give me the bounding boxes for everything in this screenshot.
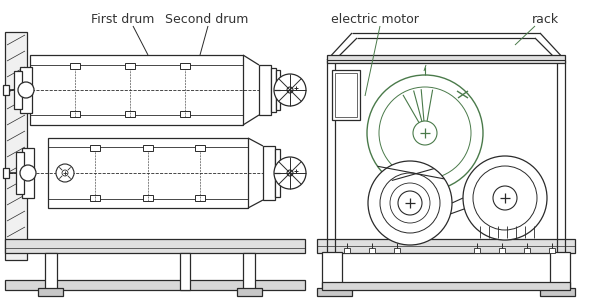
Bar bbox=[3, 85, 9, 95]
Bar bbox=[125, 63, 135, 69]
Circle shape bbox=[367, 75, 483, 191]
Bar bbox=[550, 252, 570, 290]
Bar bbox=[369, 248, 375, 253]
Bar bbox=[317, 239, 575, 253]
Bar bbox=[38, 288, 63, 296]
Bar bbox=[271, 68, 276, 112]
Bar bbox=[180, 253, 190, 290]
Bar bbox=[48, 138, 248, 208]
Bar bbox=[275, 149, 280, 197]
Bar bbox=[90, 145, 100, 151]
Bar bbox=[276, 70, 280, 110]
Circle shape bbox=[56, 164, 74, 182]
Bar bbox=[549, 248, 555, 253]
Bar bbox=[22, 148, 34, 198]
Bar bbox=[16, 152, 24, 194]
Circle shape bbox=[274, 157, 306, 189]
Text: First drum: First drum bbox=[91, 13, 155, 26]
Circle shape bbox=[398, 191, 422, 215]
Circle shape bbox=[463, 156, 547, 240]
Bar bbox=[5, 239, 305, 253]
Bar bbox=[540, 288, 575, 296]
Bar bbox=[14, 71, 22, 109]
Bar bbox=[263, 146, 275, 200]
Bar bbox=[524, 248, 530, 253]
Bar bbox=[5, 32, 27, 260]
Circle shape bbox=[379, 87, 471, 179]
Text: rack: rack bbox=[532, 13, 559, 26]
Circle shape bbox=[287, 87, 293, 93]
Circle shape bbox=[413, 121, 437, 145]
Circle shape bbox=[390, 183, 430, 223]
Bar bbox=[344, 248, 350, 253]
Text: electric motor: electric motor bbox=[331, 13, 419, 26]
Bar bbox=[180, 111, 190, 117]
Bar bbox=[70, 63, 80, 69]
Bar bbox=[322, 252, 342, 290]
Bar bbox=[45, 253, 57, 290]
Bar bbox=[125, 111, 135, 117]
Circle shape bbox=[287, 170, 293, 176]
Circle shape bbox=[62, 170, 68, 176]
Bar bbox=[195, 145, 205, 151]
Bar bbox=[143, 195, 153, 201]
Bar bbox=[30, 55, 243, 125]
Bar bbox=[20, 67, 32, 113]
Bar bbox=[90, 195, 100, 201]
Circle shape bbox=[18, 82, 34, 98]
Bar bbox=[195, 195, 205, 201]
Text: Second drum: Second drum bbox=[166, 13, 248, 26]
Bar bbox=[499, 248, 505, 253]
Bar bbox=[317, 288, 352, 296]
Bar bbox=[143, 145, 153, 151]
Circle shape bbox=[20, 165, 36, 181]
Bar bbox=[322, 282, 570, 290]
Bar bbox=[5, 280, 305, 290]
Circle shape bbox=[473, 166, 537, 230]
Bar bbox=[3, 168, 9, 178]
Circle shape bbox=[274, 74, 306, 106]
Bar bbox=[474, 248, 480, 253]
Bar bbox=[259, 65, 271, 115]
Bar bbox=[327, 55, 565, 63]
Bar bbox=[243, 253, 255, 290]
Bar bbox=[70, 111, 80, 117]
Circle shape bbox=[380, 173, 440, 233]
Bar bbox=[335, 73, 357, 117]
Bar bbox=[394, 248, 400, 253]
Bar bbox=[237, 288, 262, 296]
Bar bbox=[180, 63, 190, 69]
Bar bbox=[332, 70, 360, 120]
Circle shape bbox=[493, 186, 517, 210]
Circle shape bbox=[368, 161, 452, 245]
